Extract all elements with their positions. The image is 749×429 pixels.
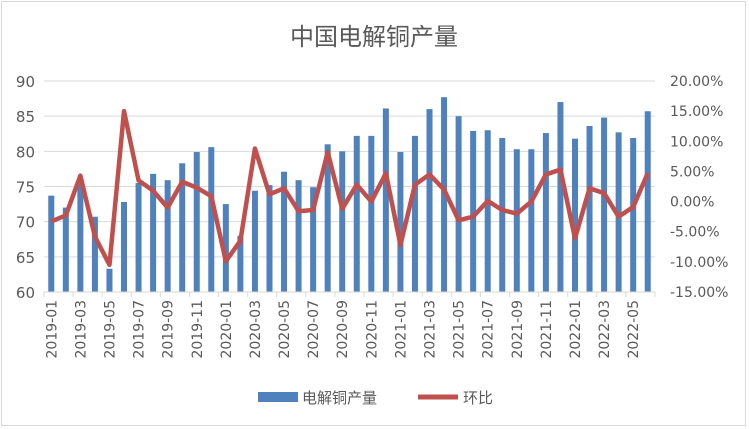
left-tick-label: 75	[16, 179, 35, 197]
left-tick-label: 80	[16, 143, 35, 161]
x-tick-label: 2019-11	[190, 300, 206, 359]
right-tick-label: 20.00%	[670, 74, 723, 90]
left-tick-label: 65	[16, 249, 35, 267]
chart-title: 中国电解铜产量	[290, 23, 458, 51]
x-tick-label: 2021-05	[452, 300, 468, 359]
bar	[62, 207, 69, 292]
bar	[528, 149, 535, 292]
bar	[281, 171, 288, 292]
bar	[484, 130, 491, 292]
x-tick-label: 2019-01	[44, 300, 60, 359]
x-tick-label: 2020-03	[248, 300, 264, 359]
x-tick-label: 2019-05	[102, 300, 118, 359]
bar	[164, 180, 171, 292]
bar	[455, 116, 462, 293]
left-tick-label: 60	[16, 284, 35, 302]
legend-label-bar: 电解铜产量	[302, 389, 377, 407]
bar	[77, 183, 84, 292]
bar	[630, 137, 637, 292]
right-tick-label: -15.00%	[670, 285, 728, 301]
bar	[222, 204, 229, 292]
mom-line	[50, 108, 650, 268]
x-tick-label: 2020-09	[335, 300, 351, 359]
bar	[237, 235, 244, 292]
bar	[397, 152, 404, 292]
legend-swatch-bar	[258, 392, 298, 402]
bar	[251, 190, 258, 292]
bar	[310, 187, 317, 292]
bar	[586, 126, 593, 292]
x-tick-label: 2019-07	[132, 300, 148, 359]
bar	[193, 152, 200, 292]
right-tick-label: 5.00%	[670, 164, 714, 180]
x-tick-label: 2020-11	[364, 300, 380, 359]
bar	[571, 138, 578, 292]
x-tick-label: 2022-01	[568, 300, 584, 359]
bar	[499, 137, 506, 292]
x-tick-label: 2020-07	[306, 300, 322, 359]
right-tick-label: 15.00%	[670, 104, 723, 120]
right-tick-label: -10.00%	[670, 255, 728, 271]
left-tick-label: 70	[16, 214, 35, 232]
bar	[353, 135, 360, 292]
x-tick-label: 2021-07	[481, 300, 497, 359]
bar	[615, 132, 622, 292]
right-tick-label: -5.00%	[670, 225, 720, 241]
bar	[411, 135, 418, 292]
bar	[91, 216, 98, 292]
bar	[368, 135, 375, 292]
bar	[266, 185, 273, 292]
bar	[150, 173, 157, 292]
legend-label-line: 环比	[463, 389, 493, 407]
bar	[48, 195, 55, 292]
bar	[121, 201, 128, 292]
x-tick-label: 2022-03	[597, 300, 613, 359]
bar	[542, 133, 549, 292]
x-tick-label: 2021-03	[423, 300, 439, 359]
bar	[106, 268, 113, 292]
bar	[179, 163, 186, 292]
left-tick-label: 85	[16, 108, 35, 126]
bar	[557, 102, 564, 292]
x-tick-label: 2019-03	[73, 300, 89, 359]
left-tick-label: 90	[16, 73, 35, 91]
bar	[295, 180, 302, 292]
bar	[339, 151, 346, 292]
right-tick-label: 10.00%	[670, 134, 723, 150]
bar	[382, 108, 389, 293]
x-tick-label: 2021-01	[393, 300, 409, 359]
bar	[208, 147, 215, 292]
x-tick-label: 2021-11	[539, 300, 555, 359]
bar	[513, 149, 520, 292]
bar	[135, 182, 142, 292]
bar	[601, 117, 608, 292]
x-tick-label: 2021-09	[510, 300, 526, 359]
right-tick-label: 0.00%	[670, 195, 714, 211]
x-tick-label: 2022-05	[626, 300, 642, 359]
x-tick-label: 2020-01	[219, 300, 235, 359]
bar	[470, 130, 477, 292]
bar	[644, 111, 651, 292]
bar	[426, 109, 433, 292]
x-tick-label: 2020-05	[277, 300, 293, 359]
bar	[324, 144, 331, 292]
x-tick-label: 2019-09	[161, 300, 177, 359]
legend: 电解铜产量 环比	[258, 389, 493, 407]
